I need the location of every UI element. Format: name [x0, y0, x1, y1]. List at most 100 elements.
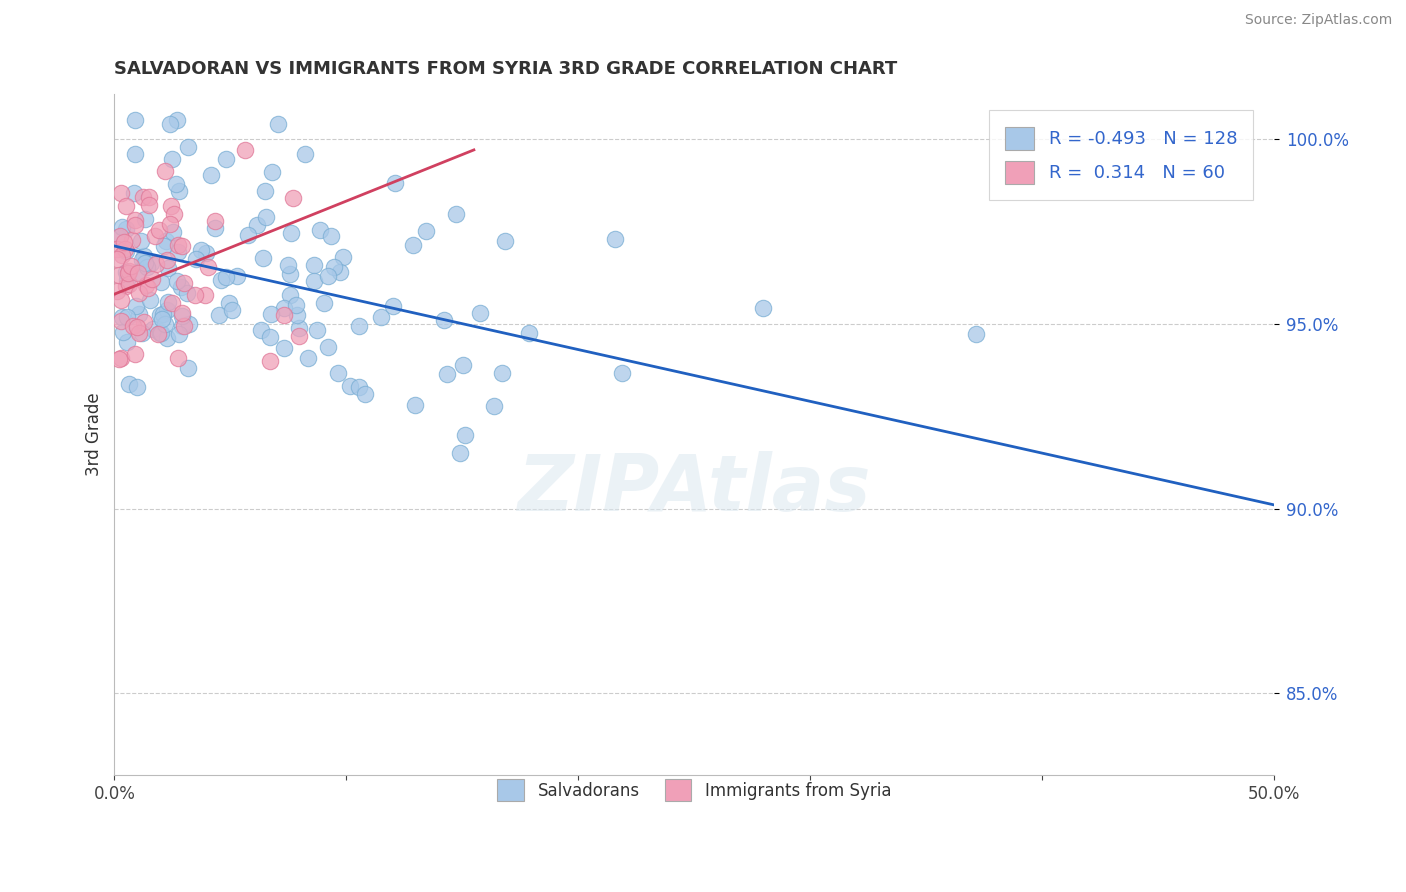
Y-axis label: 3rd Grade: 3rd Grade [86, 392, 103, 476]
Point [177, 139, 200, 153]
Point [159, 199, 181, 213]
Point [323, 260, 346, 274]
Point [110, 186, 132, 200]
Point [402, 238, 425, 252]
Point [305, 323, 328, 337]
Point [108, 229, 131, 244]
Point [294, 147, 316, 161]
Point [138, 198, 160, 212]
Point [160, 153, 183, 167]
Point [332, 250, 354, 264]
Point [125, 299, 148, 313]
Point [297, 351, 319, 366]
Point [127, 265, 149, 279]
Point [134, 211, 156, 226]
Point [304, 258, 326, 272]
Point [326, 366, 349, 380]
Point [150, 312, 173, 326]
Point [384, 176, 406, 190]
Point [156, 252, 179, 267]
Point [156, 302, 179, 317]
Point [111, 310, 134, 325]
Point [302, 274, 325, 288]
Point [115, 310, 138, 325]
Point [153, 239, 176, 253]
Point [347, 318, 370, 333]
Point [127, 266, 149, 280]
Point [436, 367, 458, 381]
Point [128, 285, 150, 300]
Point [134, 256, 156, 270]
Point [246, 218, 269, 232]
Point [110, 351, 132, 365]
Point [163, 207, 186, 221]
Point [160, 296, 183, 310]
Point [468, 306, 491, 320]
Point [150, 326, 173, 341]
Point [170, 280, 193, 294]
Point [124, 219, 146, 233]
Point [454, 428, 477, 442]
Point [207, 308, 229, 322]
Point [194, 245, 217, 260]
Point [142, 322, 165, 336]
Point [283, 190, 305, 204]
Point [112, 325, 135, 339]
Point [166, 244, 188, 259]
Point [249, 323, 271, 337]
Point [382, 299, 405, 313]
Point [176, 285, 198, 300]
Point [329, 265, 352, 279]
Point [117, 267, 139, 281]
Point [252, 251, 274, 265]
Point [215, 153, 238, 167]
Point [117, 267, 139, 281]
Point [259, 330, 281, 344]
Point [117, 334, 139, 349]
Point [214, 269, 236, 284]
Point [135, 278, 157, 293]
Point [284, 298, 307, 312]
Point [209, 273, 232, 287]
Point [156, 294, 179, 309]
Point [107, 351, 129, 366]
Point [353, 387, 375, 401]
Point [114, 242, 136, 256]
Point [260, 308, 283, 322]
Point [287, 321, 309, 335]
Point [278, 267, 301, 281]
Point [159, 117, 181, 131]
Point [273, 308, 295, 322]
Point [451, 358, 474, 372]
Point [155, 234, 177, 248]
Point [122, 318, 145, 333]
Point [112, 235, 135, 250]
Point [280, 226, 302, 240]
Point [115, 244, 138, 259]
Point [177, 361, 200, 376]
Point [225, 269, 247, 284]
Point [170, 310, 193, 324]
Point [105, 242, 128, 256]
Point [115, 265, 138, 279]
Point [236, 228, 259, 243]
Point [110, 293, 132, 307]
Point [253, 184, 276, 198]
Point [115, 278, 138, 293]
Text: ZIPAtlas: ZIPAtlas [517, 451, 870, 527]
Point [277, 258, 299, 272]
Point [166, 113, 188, 128]
Point [262, 165, 284, 179]
Point [259, 354, 281, 368]
Text: Source: ZipAtlas.com: Source: ZipAtlas.com [1244, 13, 1392, 28]
Point [965, 327, 987, 342]
Point [172, 319, 194, 334]
Point [482, 399, 505, 413]
Point [127, 319, 149, 334]
Point [204, 213, 226, 227]
Point [166, 238, 188, 252]
Point [149, 308, 172, 322]
Point [316, 340, 339, 354]
Point [121, 233, 143, 247]
Point [131, 326, 153, 341]
